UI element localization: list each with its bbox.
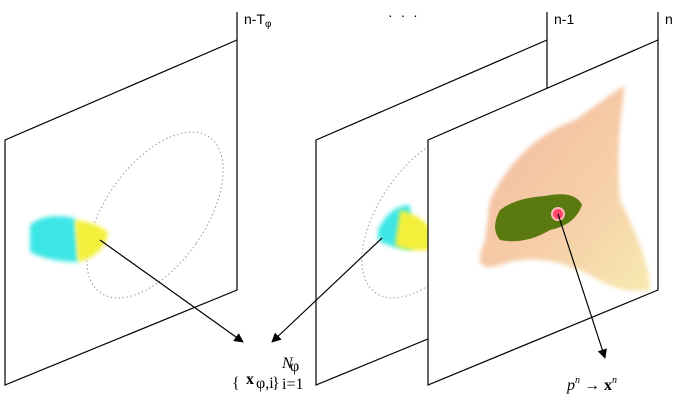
set-var: x [246,371,254,388]
arrow-symbol: → [584,377,600,394]
set-label: { x φ,i } N φ i=1 [232,355,303,393]
frame-label-text: n-T [244,11,265,27]
brace: } [272,375,280,392]
frame [5,40,237,385]
page: {"frames": [{"label": "n-T", "sub": "φ"}… [0,0,674,403]
diagram: n-Tφ n-1 n · · · { x φ,i } N φ i=1 pn→xn [0,0,674,403]
cyan-region [30,216,78,262]
frame-label: n [665,11,673,27]
p: p [566,377,575,394]
frame-label-sub: φ [265,19,272,30]
set-lower: i=1 [282,376,303,393]
set-sup-sub: φ [290,358,299,375]
brace: { [232,375,240,392]
ellipsis: · · · [388,7,420,23]
x: x [604,377,612,394]
p-sup: n [575,375,580,386]
x-sup: n [612,375,617,386]
frame-label: n-Tφ [244,11,272,30]
mapping-label: pn→xn [566,375,617,394]
frame-label: n-1 [554,11,574,27]
